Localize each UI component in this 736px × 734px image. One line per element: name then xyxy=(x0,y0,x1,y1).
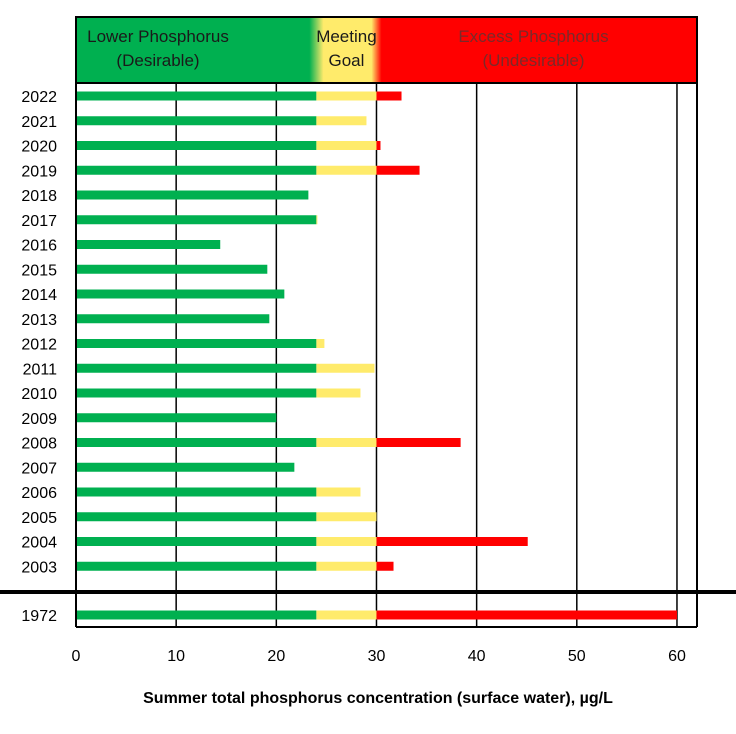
bar-2014-low xyxy=(76,289,285,299)
bar-2019-excess xyxy=(376,165,420,175)
bar-2020-low xyxy=(76,141,317,150)
bar-2013-low xyxy=(76,314,270,324)
bar-2004-low xyxy=(76,537,317,546)
year-label-2005: 2005 xyxy=(21,510,57,527)
bar-2010-low xyxy=(76,388,317,398)
year-label-1972: 1972 xyxy=(21,608,57,625)
bar-2008-low xyxy=(76,438,317,447)
x-tick-40: 40 xyxy=(468,648,486,665)
x-axis-label: Summer total phosphorus concentration (s… xyxy=(143,690,613,707)
year-label-2014: 2014 xyxy=(21,287,57,304)
year-label-2021: 2021 xyxy=(21,114,57,131)
bar-2019-goal xyxy=(316,165,377,175)
bar-1972-goal xyxy=(316,610,377,620)
year-label-2022: 2022 xyxy=(21,89,57,106)
band-label-excess-line1: Excess Phosphorus xyxy=(458,27,608,46)
year-label-2003: 2003 xyxy=(21,559,57,576)
bar-2003-goal xyxy=(316,561,377,571)
year-label-2004: 2004 xyxy=(21,535,57,552)
year-label-2019: 2019 xyxy=(21,163,57,180)
bar-2021-low xyxy=(76,116,317,126)
year-label-2008: 2008 xyxy=(21,436,57,453)
x-tick-50: 50 xyxy=(568,648,586,665)
year-labels: 2022 2021 2020 2019 2018 2017 2016 2015 2014 2013… xyxy=(21,89,57,625)
band-label-goal-line2: Goal xyxy=(328,51,364,70)
bar-2017-goal xyxy=(316,215,318,225)
year-label-2012: 2012 xyxy=(21,337,57,354)
bar-2005-goal xyxy=(316,512,377,522)
bar-2005-low xyxy=(76,512,317,522)
bar-2006-goal xyxy=(316,487,361,497)
bar-2020-goal xyxy=(316,141,377,150)
bar-2004-goal xyxy=(316,537,377,546)
bar-2020-excess xyxy=(376,141,381,150)
band-label-excess-line2: (Undesirable) xyxy=(482,51,584,70)
bar-2022-goal xyxy=(316,91,377,101)
bar-2003-low xyxy=(76,561,317,571)
threshold-legend-band: Lower Phosphorus (Desirable) Meeting Goal Ex… xyxy=(75,16,698,84)
bar-2015-low xyxy=(76,264,268,274)
x-tick-60: 60 xyxy=(668,648,686,665)
bar-2009-low xyxy=(76,413,277,423)
year-label-2016: 2016 xyxy=(21,238,57,255)
bar-2011-goal xyxy=(316,363,375,373)
year-label-2009: 2009 xyxy=(21,411,57,428)
band-label-desirable-line2: (Desirable) xyxy=(116,51,199,70)
year-label-2018: 2018 xyxy=(21,188,57,205)
bar-2004-excess xyxy=(376,537,528,546)
bar-2012-low xyxy=(76,339,317,348)
band-label-goal-line1: Meeting xyxy=(316,27,376,46)
bar-2017-low xyxy=(76,215,317,225)
bar-2019-low xyxy=(76,165,317,175)
x-tick-labels: 0 10 20 30 40 50 60 xyxy=(72,648,686,665)
year-label-2006: 2006 xyxy=(21,485,57,502)
band-label-desirable-line1: Lower Phosphorus xyxy=(87,27,229,46)
x-tick-0: 0 xyxy=(72,648,81,665)
bar-2022-low xyxy=(76,91,317,101)
year-label-2010: 2010 xyxy=(21,386,57,403)
year-label-2011: 2011 xyxy=(23,361,58,378)
band-fill xyxy=(76,17,697,83)
bar-2008-goal xyxy=(316,438,377,447)
year-label-2015: 2015 xyxy=(21,262,57,279)
bar-2011-low xyxy=(76,363,317,373)
x-tick-10: 10 xyxy=(167,648,185,665)
bar-2022-excess xyxy=(376,91,402,101)
bar-2006-low xyxy=(76,487,317,497)
plot-frame xyxy=(0,83,736,628)
bar-2003-excess xyxy=(376,561,394,571)
x-tick-30: 30 xyxy=(368,648,386,665)
bar-1972-low xyxy=(76,610,317,620)
year-label-2020: 2020 xyxy=(21,139,57,156)
bar-2016-low xyxy=(76,240,221,249)
year-label-2013: 2013 xyxy=(21,312,57,329)
bar-1972-excess xyxy=(376,610,677,620)
band-border xyxy=(75,16,698,84)
x-tick-20: 20 xyxy=(267,648,285,665)
bar-2012-goal xyxy=(316,339,325,348)
year-label-2007: 2007 xyxy=(21,460,57,477)
bar-2008-excess xyxy=(376,438,461,447)
bar-2021-goal xyxy=(316,116,367,126)
year-label-2017: 2017 xyxy=(21,213,57,230)
bar-2018-low xyxy=(76,190,309,200)
bar-2007-low xyxy=(76,462,295,472)
bars xyxy=(76,91,677,620)
bar-2010-goal xyxy=(316,388,361,398)
